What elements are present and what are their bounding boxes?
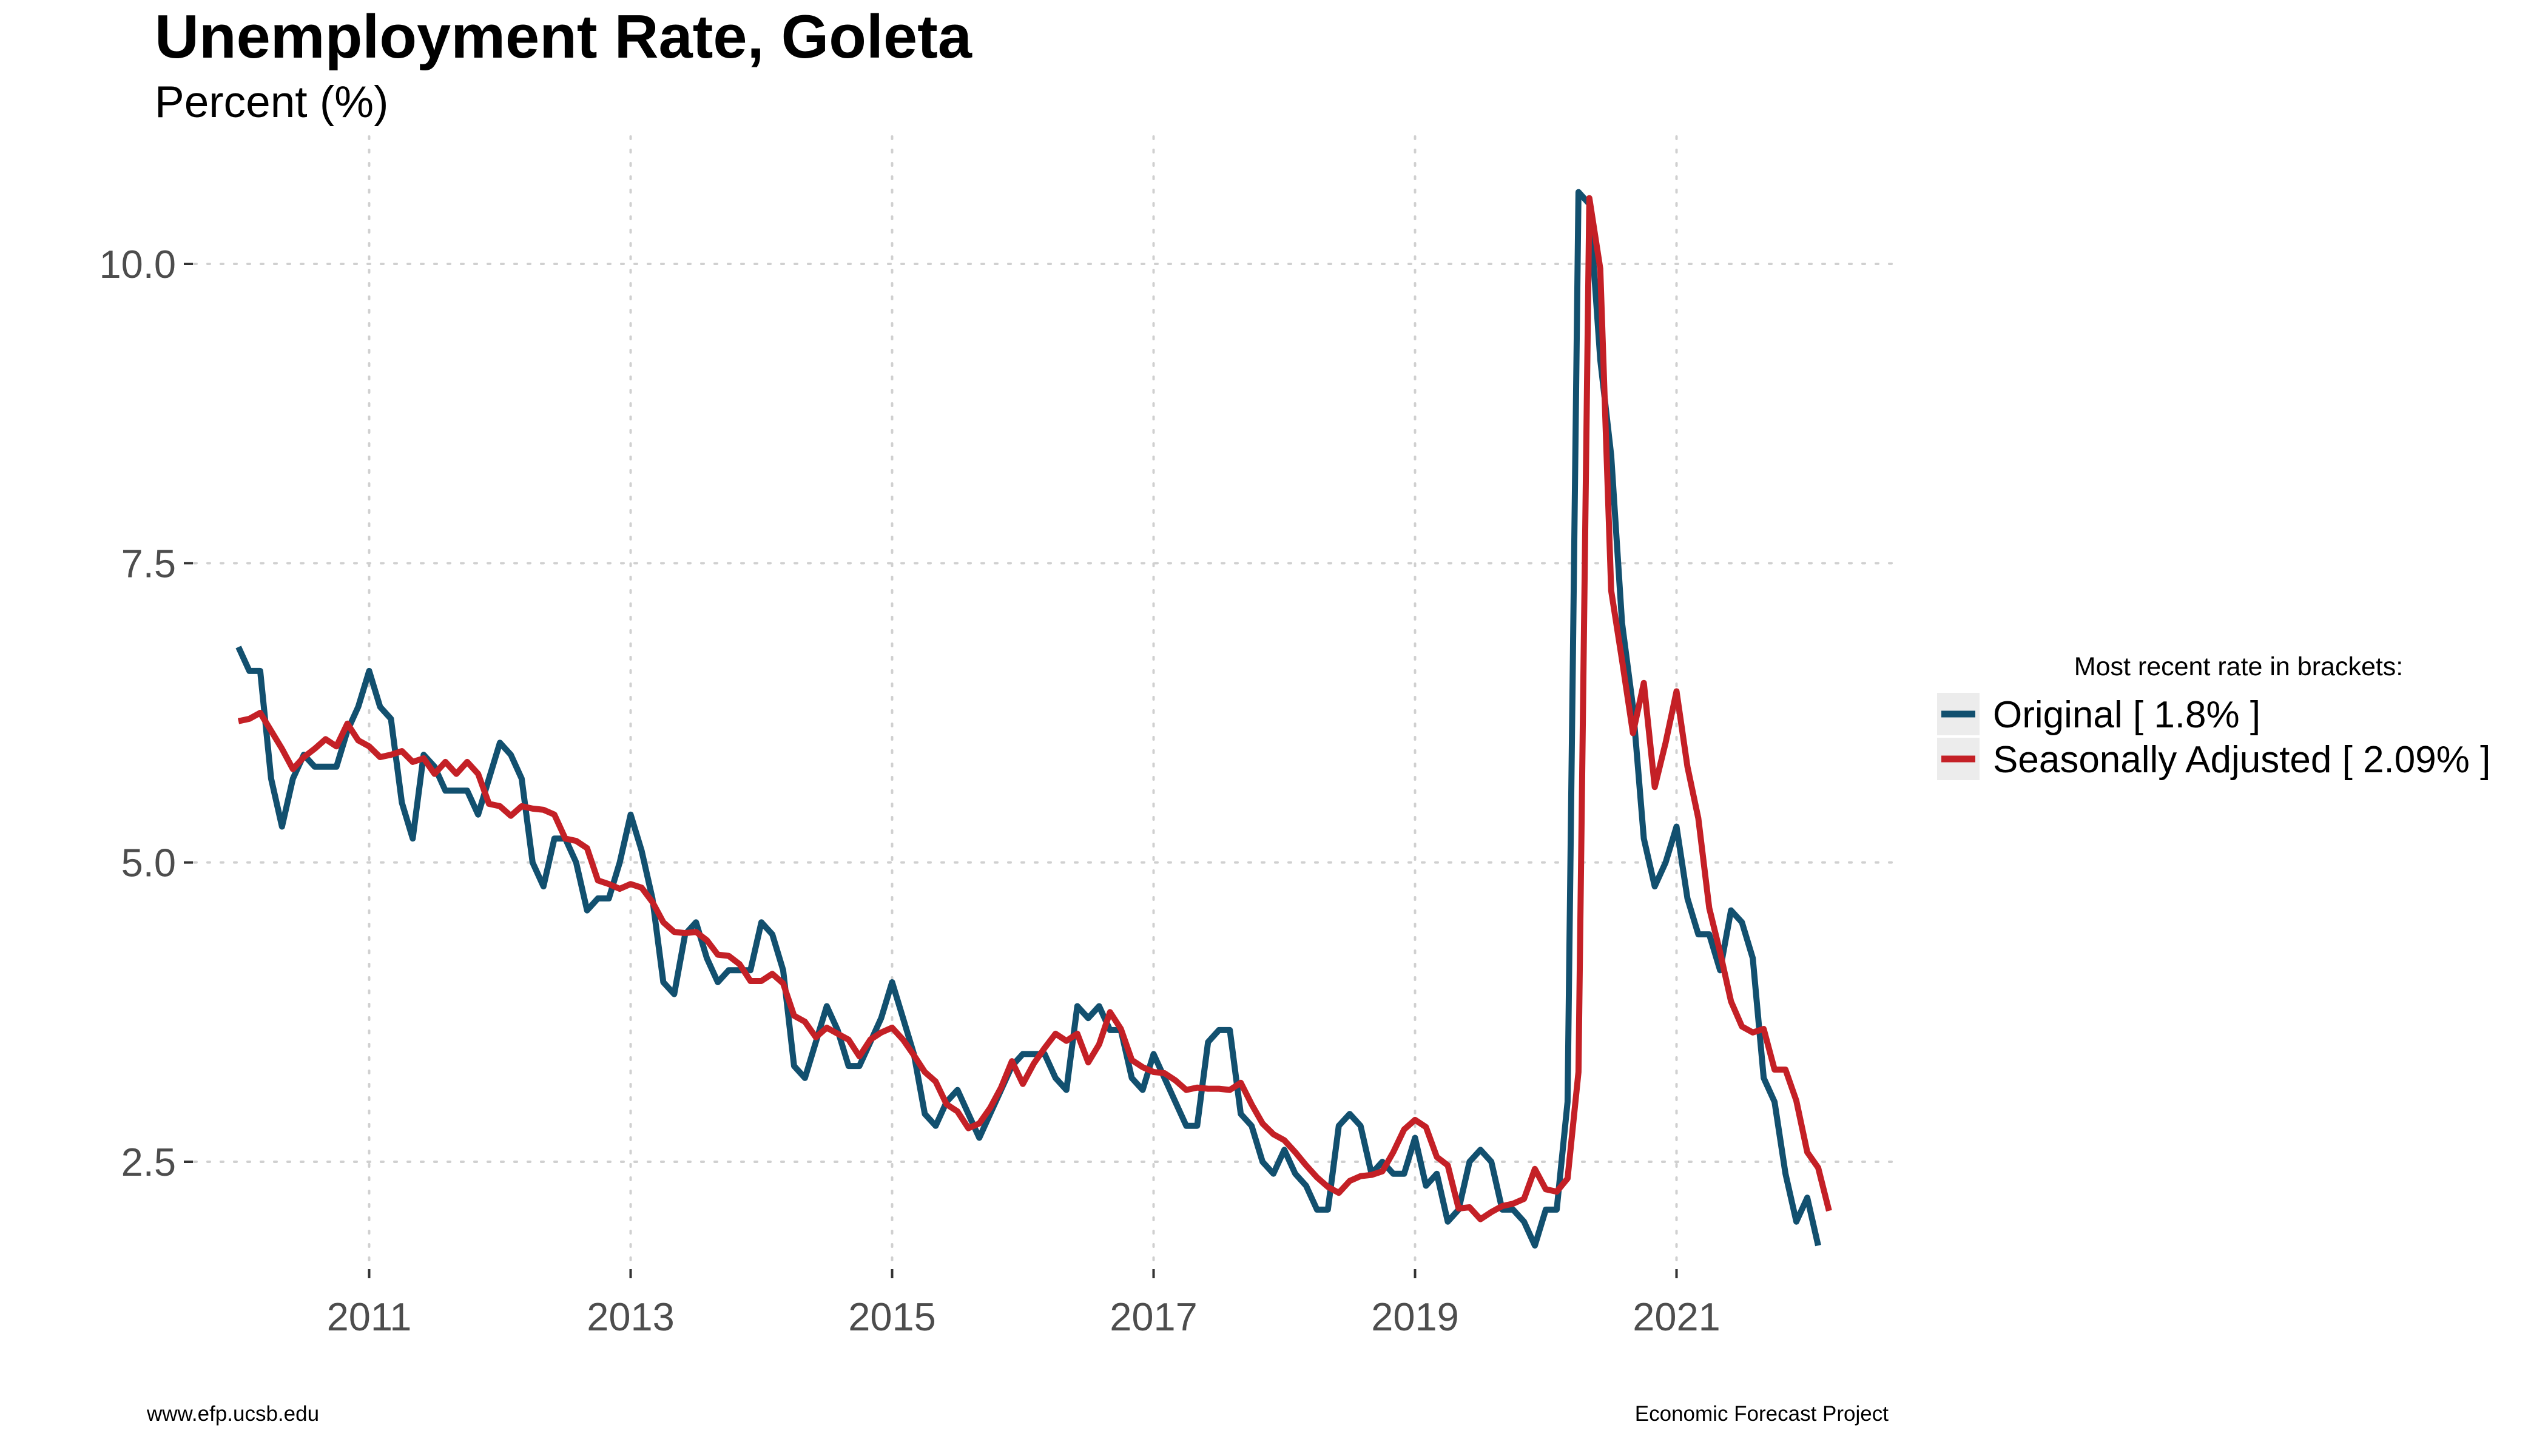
- x-tick-label: 2015: [848, 1295, 936, 1339]
- source-caption-left: www.efp.ucsb.edu: [146, 1402, 319, 1426]
- y-tick-label: 10.0: [99, 242, 176, 286]
- x-axis: 2011 2013 2015 2017 2019 2021: [327, 1269, 1721, 1339]
- legend-label-seasonally-adjusted: Seasonally Adjusted [ 2.09% ]: [1993, 739, 2490, 781]
- x-tick-label: 2013: [587, 1295, 675, 1339]
- horizontal-gridlines: [193, 263, 1900, 1163]
- y-tick-label: 5.0: [121, 841, 176, 885]
- chart-subtitle: Percent (%): [155, 78, 388, 127]
- legend-label-original: Original [ 1.8% ]: [1993, 694, 2260, 736]
- legend-item-original: Original [ 1.8% ]: [1937, 693, 2260, 736]
- y-tick-label: 7.5: [121, 541, 176, 585]
- legend: Most recent rate in brackets: Original […: [1937, 652, 2490, 781]
- x-tick-label: 2019: [1371, 1295, 1459, 1339]
- series-line-original: [235, 189, 1821, 1249]
- x-tick-label: 2011: [327, 1295, 412, 1339]
- source-caption-right: Economic Forecast Project: [1635, 1402, 1889, 1426]
- x-tick-label: 2021: [1633, 1295, 1721, 1339]
- vertical-gridlines: [368, 135, 1678, 1266]
- y-tick-label: 2.5: [121, 1140, 176, 1184]
- legend-item-seasonally-adjusted: Seasonally Adjusted [ 2.09% ]: [1937, 738, 2490, 781]
- legend-title: Most recent rate in brackets:: [2074, 652, 2404, 681]
- series-lines: [235, 189, 1832, 1249]
- y-axis: 2.5 5.0 7.5 10.0: [99, 242, 193, 1184]
- x-tick-label: 2017: [1110, 1295, 1198, 1339]
- chart-title: Unemployment Rate, Goleta: [155, 3, 972, 71]
- series-line-seasonally-adjusted: [237, 195, 1832, 1222]
